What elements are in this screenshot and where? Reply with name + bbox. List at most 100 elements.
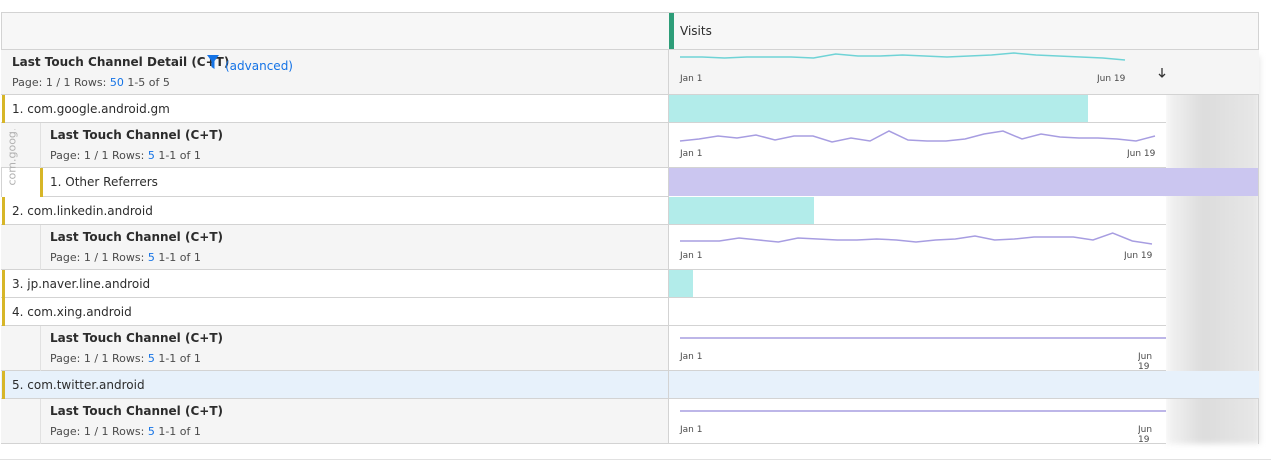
- item-number: 2.: [12, 204, 24, 218]
- range: 1-1 of 1: [158, 352, 201, 365]
- rows-count[interactable]: 50: [109, 76, 124, 89]
- item-number: 3.: [12, 277, 24, 291]
- rows-label: Rows:: [112, 352, 145, 365]
- breakdown-title: Last Touch Channel (C+T): [50, 331, 223, 345]
- sparkline: [680, 52, 1126, 61]
- range: 1-5 of 5: [127, 76, 170, 89]
- spark-end: Jun 19: [1127, 149, 1156, 159]
- sub-bar: [669, 168, 1258, 196]
- rows-count[interactable]: 5: [147, 425, 155, 438]
- sparkline-path: [680, 232, 1153, 245]
- divider: [668, 270, 669, 298]
- rows-label: Rows:: [112, 251, 145, 264]
- breakdown-indent: [40, 399, 41, 444]
- divider: [668, 326, 669, 371]
- breakdown-header-right: [669, 326, 1166, 370]
- item-marker: [2, 197, 5, 225]
- bottom-rule: [0, 459, 1271, 460]
- header-row: [1, 12, 1259, 50]
- dimension-title-line: Last Touch Channel Detail (C+T): [12, 55, 229, 69]
- breakdown-header-right: [669, 123, 1166, 167]
- breakdown-paging: Page: 1 / 1 Rows: 5 1-1 of 1: [50, 149, 201, 162]
- divider: [668, 371, 669, 399]
- item-row: [1, 197, 1166, 225]
- range: 1-1 of 1: [158, 149, 201, 162]
- divider: [668, 95, 669, 123]
- item-marker: [2, 298, 5, 326]
- page-label: Page: 1 / 1: [50, 149, 109, 162]
- spark-start: Jan 1: [680, 149, 703, 159]
- spark-end: Jun 19: [1138, 352, 1153, 372]
- sub-name: Other Referrers: [65, 175, 158, 189]
- item-bar: [669, 270, 693, 297]
- item-name: com.twitter.android: [27, 378, 145, 392]
- breakdown-title: Last Touch Channel (C+T): [50, 230, 223, 244]
- item-label[interactable]: 3. jp.naver.line.android: [12, 277, 150, 291]
- rows-count[interactable]: 5: [147, 251, 155, 264]
- item-bar: [669, 95, 1088, 122]
- sub-row: [40, 168, 668, 197]
- sub-number: 1.: [50, 175, 62, 189]
- spark-start: Jan 1: [680, 352, 703, 362]
- collapsed-label[interactable]: com.goog...: [5, 129, 19, 186]
- sort-icon[interactable]: [1157, 67, 1167, 79]
- item-number: 5.: [12, 378, 24, 392]
- rows-count[interactable]: 5: [147, 149, 155, 162]
- sparkline: [680, 337, 1166, 339]
- item-bar: [669, 197, 814, 224]
- column-handle[interactable]: [669, 13, 674, 49]
- spark-start: Jan 1: [680, 425, 703, 435]
- item-row: [1, 371, 1259, 399]
- page-label: Page: 1 / 1: [50, 352, 109, 365]
- spark-start: Jan 1: [680, 251, 703, 261]
- item-label[interactable]: 4. com.xing.android: [12, 305, 132, 319]
- item-label[interactable]: 5. com.twitter.android: [12, 378, 145, 392]
- breakdown-title: Last Touch Channel (C+T): [50, 404, 223, 418]
- filter-icon[interactable]: [206, 54, 220, 70]
- item-number: 1.: [12, 102, 24, 116]
- item-name: com.google.android.gm: [27, 102, 170, 116]
- sparkline: [680, 410, 1166, 412]
- rows-count[interactable]: 5: [147, 352, 155, 365]
- page-label: Page: 1 / 1: [50, 251, 109, 264]
- item-row: [1, 270, 1166, 298]
- metric-header[interactable]: Visits: [680, 24, 712, 38]
- breakdown-header-right: [669, 399, 1166, 443]
- sparkline: [680, 232, 1153, 245]
- breakdown-paging: Page: 1 / 1 Rows: 5 1-1 of 1: [50, 251, 201, 264]
- item-name: jp.naver.line.android: [27, 277, 151, 291]
- spark-end: Jun 19: [1124, 251, 1153, 261]
- sub-label[interactable]: 1. Other Referrers: [50, 175, 158, 189]
- item-name: com.xing.android: [27, 305, 132, 319]
- breakdown-title: Last Touch Channel (C+T): [50, 128, 223, 142]
- breakdown-paging: Page: 1 / 1 Rows: 5 1-1 of 1: [50, 425, 201, 438]
- range: 1-1 of 1: [158, 425, 201, 438]
- divider: [668, 298, 669, 326]
- rows-label: Rows:: [74, 76, 107, 89]
- divider: [668, 225, 669, 270]
- divider: [668, 197, 669, 225]
- item-name: com.linkedin.android: [27, 204, 153, 218]
- page-label: Page: 1 / 1: [12, 76, 71, 89]
- item-marker: [2, 270, 5, 298]
- filter-link[interactable]: (advanced): [225, 59, 293, 73]
- item-number: 4.: [12, 305, 24, 319]
- sparkline-path: [679, 130, 1156, 143]
- breakdown-header-right: [669, 225, 1166, 269]
- item-marker: [2, 371, 5, 399]
- range: 1-1 of 1: [158, 251, 201, 264]
- breakdown-indent: [40, 225, 41, 270]
- spark-end: Jun 19: [1138, 425, 1153, 445]
- item-marker: [2, 95, 5, 123]
- rows-label: Rows:: [112, 149, 145, 162]
- sub-marker: [40, 168, 43, 197]
- divider: [668, 399, 669, 444]
- dimension-title: Last Touch Channel Detail (C+T): [12, 55, 230, 69]
- spark-start: Jan 1: [680, 74, 703, 84]
- item-label[interactable]: 1. com.google.android.gm: [12, 102, 170, 116]
- divider: [668, 123, 669, 168]
- item-row: [1, 298, 1166, 326]
- spark-end: Jun 19: [1097, 74, 1126, 84]
- item-label[interactable]: 2. com.linkedin.android: [12, 204, 153, 218]
